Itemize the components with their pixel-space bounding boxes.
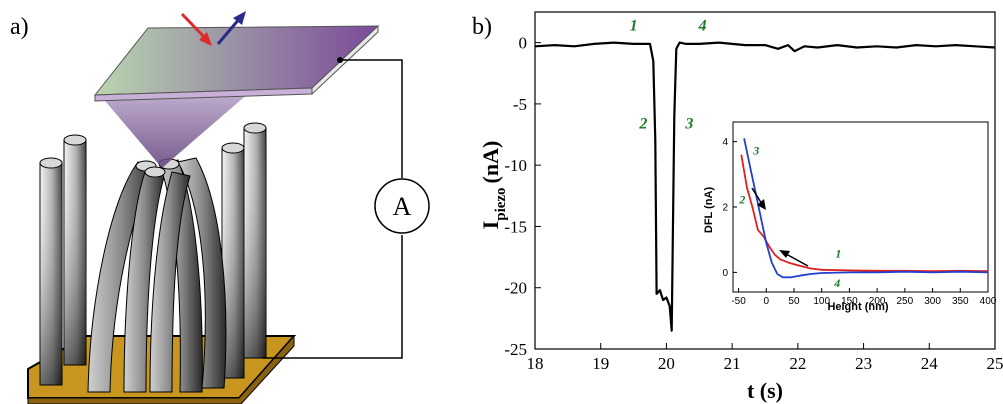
main-y-tick-label: -15 [504, 217, 527, 236]
bent-rods [87, 157, 227, 393]
nanorod-top [144, 166, 166, 178]
inset-x-axis-label: Height (nm) [827, 301, 888, 313]
main-y-tick-label: -10 [504, 156, 527, 175]
y-axis-unit: (nA) [478, 141, 503, 184]
main-annotation: 2 [638, 115, 647, 132]
main-y-tick-label: 0 [519, 34, 528, 53]
inset-x-tick-label: 0 [763, 296, 769, 307]
bent-nanorod [159, 159, 203, 393]
inset-annotation: 2 [738, 193, 745, 207]
inset-series-line [743, 138, 989, 279]
nanorod [39, 157, 63, 386]
main-x-tick-label: 22 [789, 354, 806, 373]
main-series-line [534, 41, 996, 332]
y-axis-symbol: I [478, 221, 503, 230]
main-x-tick-label: 21 [724, 354, 741, 373]
main-x-tick-label: 24 [921, 354, 939, 373]
inset-x-tick-label: 50 [788, 296, 800, 307]
main-x-tick-label: 23 [855, 354, 872, 373]
circuit-wire [340, 59, 403, 178]
main-y-tick-label: -5 [513, 95, 527, 114]
main-y-axis-label: Ipiezo (nA) [478, 141, 509, 230]
main-series [534, 41, 996, 332]
inset-y-tick-label: 0 [722, 268, 728, 279]
ammeter [374, 178, 430, 234]
inset-x-tick-label: 150 [841, 296, 858, 307]
cantilever [93, 24, 380, 102]
main-x-tick-label: 25 [987, 354, 1003, 373]
main-annotation: 1 [630, 17, 638, 34]
inset-x-tick-label: -50 [731, 296, 746, 307]
inset-y-axis-label: DFL (nA) [703, 187, 715, 234]
inset-annotations: 1 2 3 4 [738, 144, 841, 290]
main-x-tick-label: 19 [592, 354, 609, 373]
inset-x-tick-label: 400 [980, 296, 997, 307]
inset-y-ticks: 0 2 4 [722, 137, 737, 279]
nanorod [243, 122, 267, 359]
main-x-tick-label: 18 [527, 354, 544, 373]
main-annotation: 3 [684, 115, 693, 132]
inset-x-tick-label: 300 [924, 296, 941, 307]
inset-x-ticks: -50 0 50 100 150 200 250 300 350 400 [731, 288, 997, 307]
afm-tip [100, 92, 250, 168]
panel-a: a) [10, 11, 430, 404]
inset-x-tick-label: 350 [952, 296, 969, 307]
main-annotations: 1 2 3 4 [630, 17, 707, 132]
inset-y-tick-label: 2 [722, 203, 728, 214]
bent-nanorod [149, 171, 191, 393]
main-x-tick-label: 20 [658, 354, 675, 373]
bent-nanorod [177, 157, 227, 389]
ammeter-symbol: A [393, 192, 412, 221]
main-x-ticks: 18 19 20 21 22 23 24 25 [527, 343, 1003, 373]
panel-a-label: a) [10, 14, 29, 40]
inset-annotation: 4 [833, 276, 840, 290]
nanorod [63, 134, 87, 366]
main-annotation: 4 [698, 17, 707, 34]
inset-series-line [740, 154, 989, 273]
main-y-tick-label: -25 [504, 340, 527, 359]
inset-x-tick-label: 200 [869, 296, 886, 307]
inset-y-tick-label: 4 [722, 137, 728, 148]
main-y-tick-label: -20 [504, 279, 527, 298]
circuit-wire [262, 235, 403, 359]
y-axis-subscript: piezo [493, 187, 509, 220]
inset-x-tick-label: 100 [813, 296, 830, 307]
inset-arrows [751, 187, 809, 267]
panel-b: b) 18 19 20 21 22 23 24 25 0-5-10-15-20-25 12 34… [472, 11, 1003, 403]
inset-annotation: 1 [835, 247, 841, 261]
nanorod [221, 142, 245, 379]
main-plot-frame [534, 11, 996, 350]
panel-b-label: b) [472, 14, 492, 40]
laser-beam-in [180, 12, 212, 46]
main-x-axis-label: t (s) [747, 378, 783, 403]
inset-x-tick-label: 250 [897, 296, 914, 307]
substrate-side [27, 334, 295, 404]
upright-rods [39, 122, 267, 386]
laser-beam-out [216, 11, 246, 45]
inset-plot-frame [732, 121, 989, 293]
inset-series [740, 138, 989, 279]
main-y-ticks: 0 -5 -10 -15 -20 -25 [504, 34, 541, 359]
inset-annotation: 3 [752, 144, 759, 158]
